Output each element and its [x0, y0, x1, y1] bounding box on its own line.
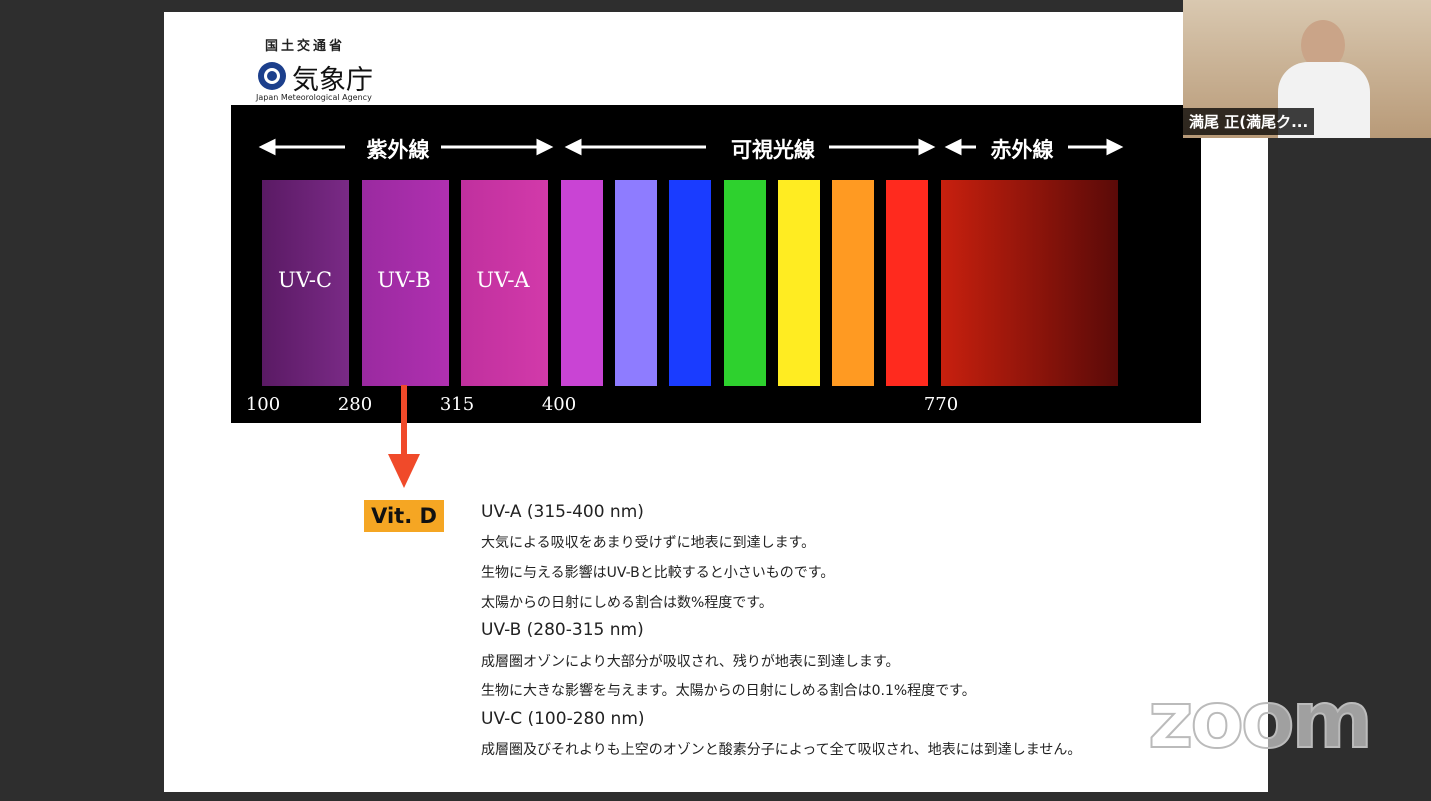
- section-line: 生物に与える影響はUV-Bと比較すると小さいものです。: [481, 565, 835, 581]
- wavelength-label: 100: [245, 394, 281, 415]
- section-heading: UV-B (280-315 nm): [481, 620, 644, 640]
- wavelength-label: 315: [439, 394, 475, 415]
- violet-bar: [561, 180, 603, 386]
- vitd-callout: Vit. D: [364, 500, 444, 532]
- uvb-bar: [362, 180, 449, 386]
- band-label: UV-C: [277, 268, 333, 292]
- band-label: UV-A: [476, 268, 530, 292]
- section-line: 成層圏及びそれよりも上空のオゾンと酸素分子によって全て吸収され、地表には到達しま…: [481, 742, 1082, 758]
- section-line: 生物に大きな影響を与えます。太陽からの日射にしめる割合は0.1%程度です。: [481, 683, 976, 699]
- ir-bar: [941, 180, 1118, 386]
- red-bar: [886, 180, 928, 386]
- section-line: 大気による吸収をあまり受けずに地表に到達します。: [481, 535, 816, 551]
- section-heading: UV-C (100-280 nm): [481, 709, 645, 729]
- participant-video[interactable]: 満尾 正(満尾ク...: [1183, 0, 1431, 138]
- uvc-bar: [262, 180, 349, 386]
- ir-heading: 赤外線: [990, 138, 1054, 162]
- orange-bar: [832, 180, 874, 386]
- section-line: 成層圏オゾンにより大部分が吸収され、残りが地表に到達します。: [481, 654, 900, 670]
- logo-agency: 気象庁: [292, 65, 373, 96]
- yellow-bar: [778, 180, 820, 386]
- participant-name: 満尾 正(満尾ク...: [1183, 108, 1315, 135]
- logo-agency-en: Japan Meteorological Agency: [256, 93, 372, 102]
- band-label: UV-B: [377, 268, 431, 292]
- green-bar: [724, 180, 766, 386]
- visible-heading: 可視光線: [731, 138, 815, 162]
- wavelength-label: 770: [923, 394, 959, 415]
- section-line: 太陽からの日射にしめる割合は数%程度です。: [481, 595, 773, 611]
- participant-face: [1301, 20, 1345, 70]
- wavelength-label: 400: [541, 394, 577, 415]
- lavender-bar: [615, 180, 657, 386]
- wavelength-label: 280: [337, 394, 373, 415]
- uv-heading: 紫外線: [366, 138, 430, 162]
- section-heading: UV-A (315-400 nm): [481, 502, 644, 522]
- blue-bar: [669, 180, 711, 386]
- zoom-watermark: zoom: [1147, 675, 1374, 767]
- uva-bar: [461, 180, 548, 386]
- logo-icon: [258, 62, 286, 90]
- logo-ministry: 国土交通省: [265, 39, 346, 54]
